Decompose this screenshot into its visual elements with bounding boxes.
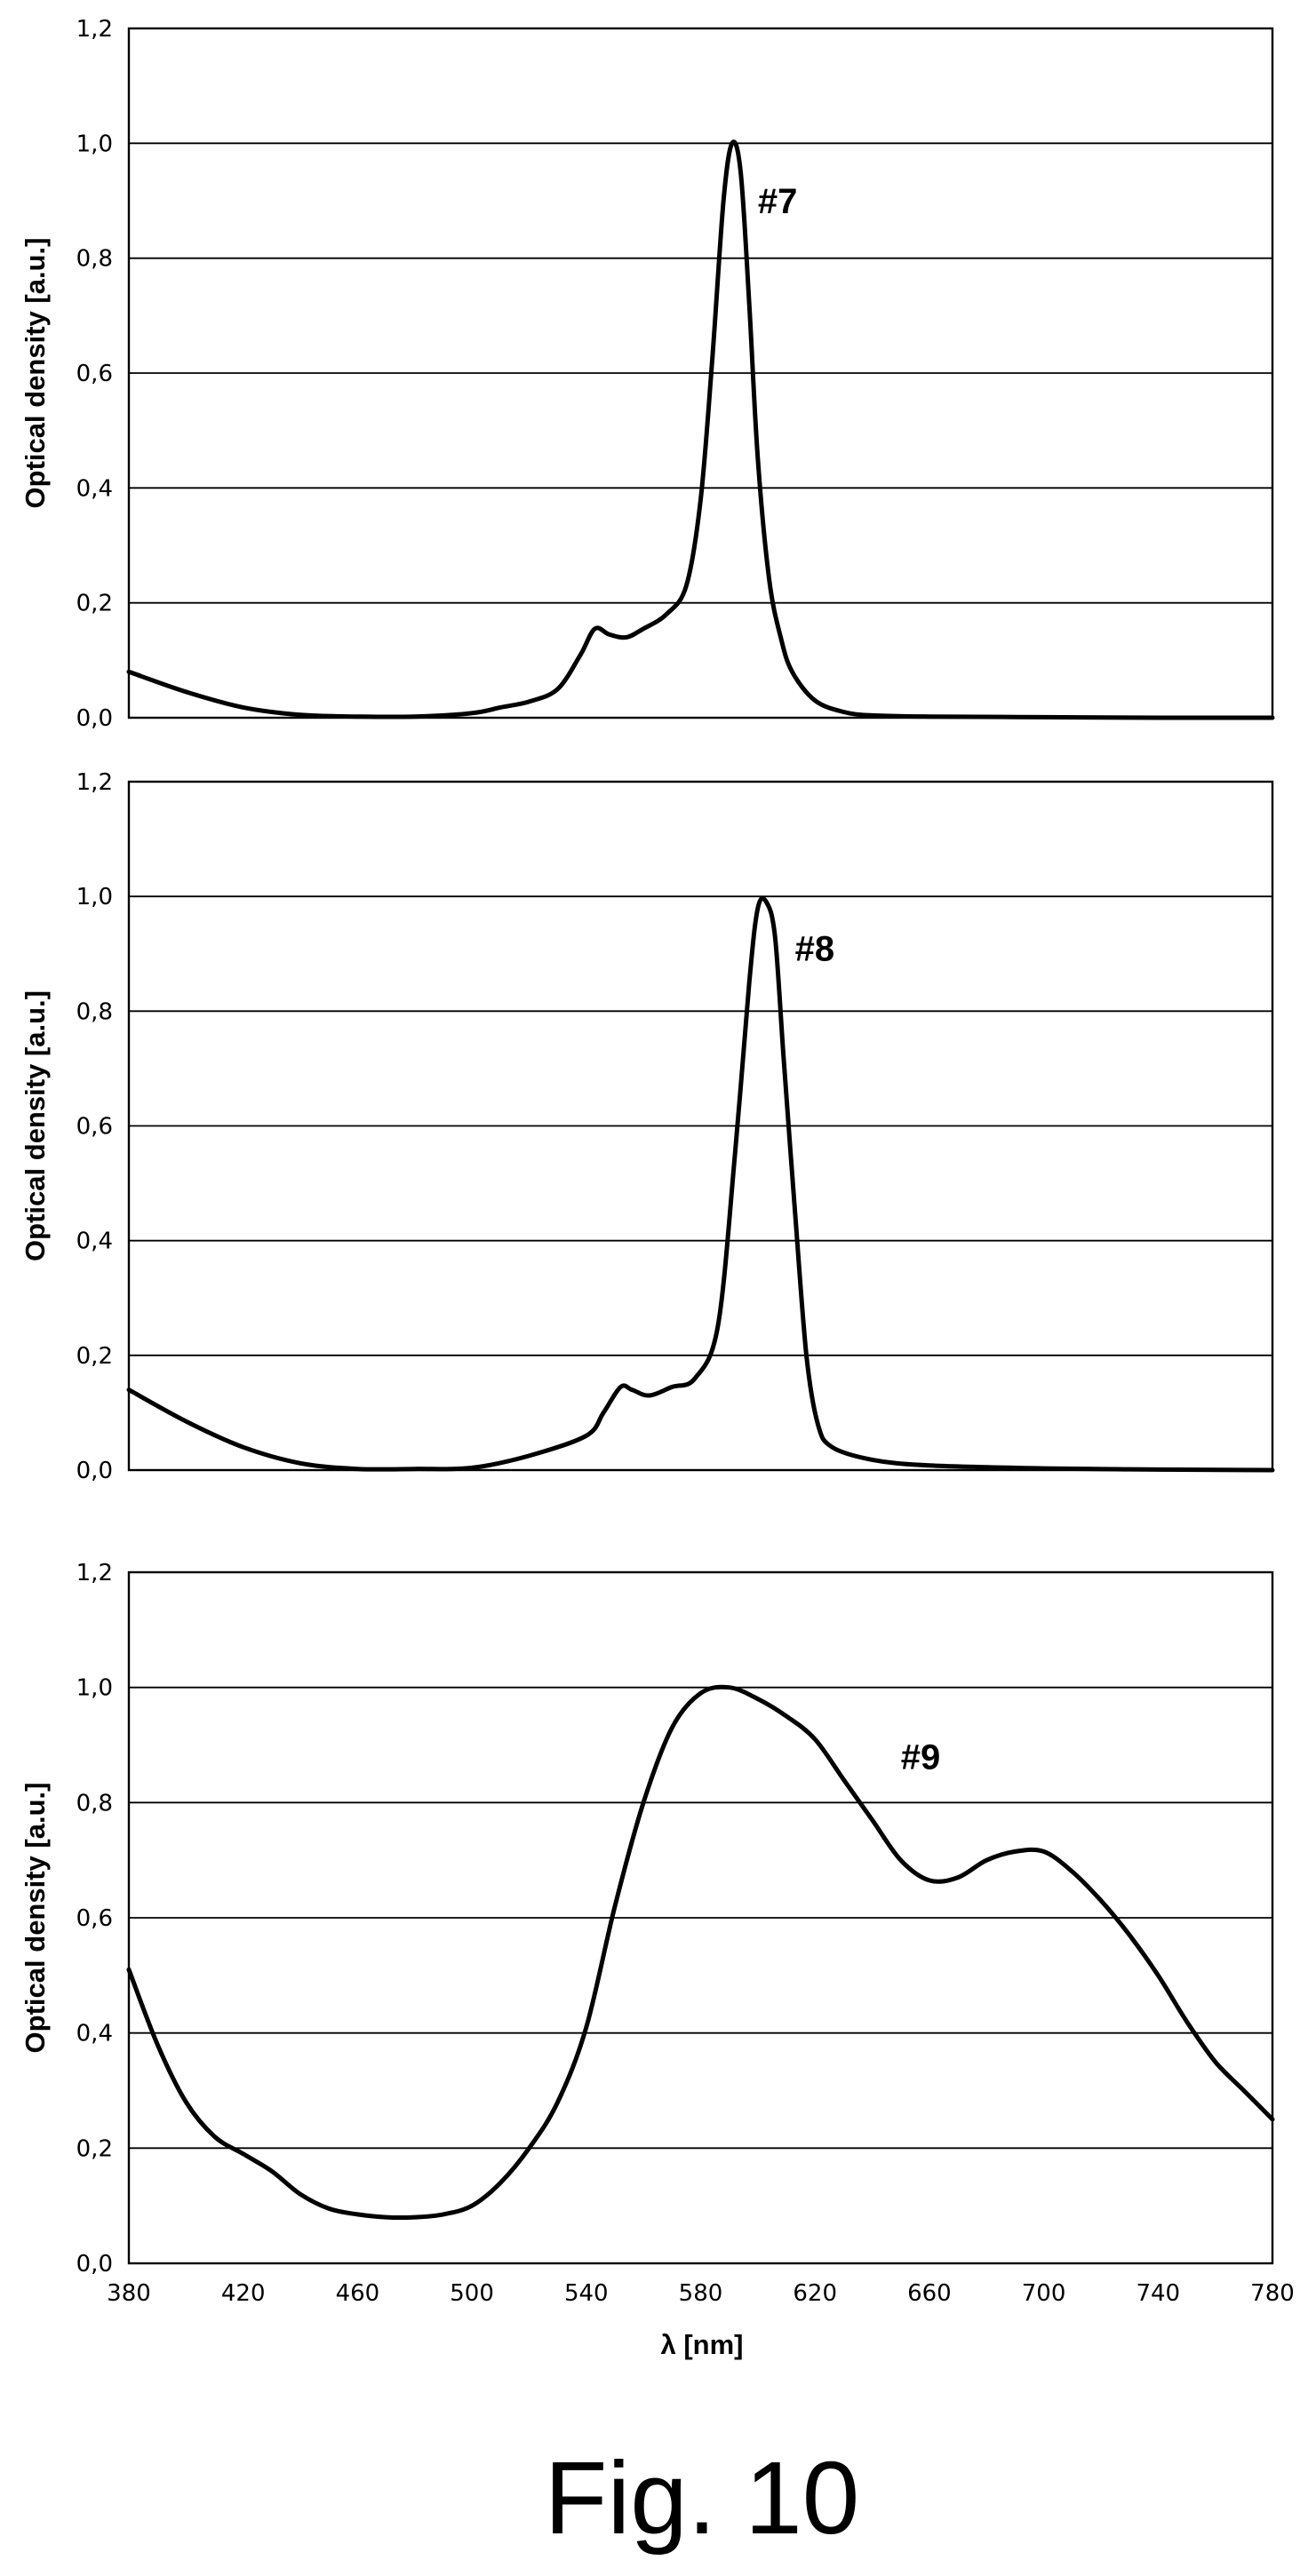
x-tick-label: 540 (564, 2280, 609, 2307)
y-tick-label: 0,2 (76, 2135, 113, 2162)
x-tick-label: 740 (1136, 2280, 1180, 2307)
y-tick-label: 0,8 (76, 998, 113, 1025)
y-axis-label: Optical density [a.u.] (20, 1783, 51, 2054)
y-tick-label: 0,4 (76, 475, 113, 502)
y-tick-label: 1,0 (76, 884, 113, 910)
series-line-sample-9 (126, 1684, 1275, 2221)
x-tick-label: 380 (107, 2280, 151, 2307)
y-tick-label: 0,0 (76, 1458, 113, 1484)
y-tick-label: 0,4 (76, 2021, 113, 2047)
series-line-sample-7 (126, 139, 1275, 720)
y-tick-label: 0,0 (76, 705, 113, 732)
y-tick-label: 0,8 (76, 1790, 113, 1817)
x-tick-label: 460 (336, 2280, 380, 2307)
x-tick-label: 420 (221, 2280, 266, 2307)
x-tick-label: 660 (907, 2280, 952, 2307)
x-tick-label: 780 (1250, 2280, 1295, 2307)
plot-frame (127, 27, 1274, 720)
series-label: #7 (758, 182, 798, 221)
x-axis-label: λ [nm] (661, 2329, 744, 2360)
x-tick-label: 500 (450, 2280, 494, 2307)
chart-panel-3: 0,0 0,2 0,4 0,6 0,8 1,0 1,2 380 420 460 500 540 580 6… (20, 1560, 1295, 2360)
y-tick-label: 1,0 (76, 1675, 113, 1702)
y-tick-label: 0,2 (76, 1343, 113, 1370)
y-tick-label: 1,2 (76, 16, 113, 43)
series-label: #9 (901, 1737, 941, 1777)
y-tick-label: 0,2 (76, 591, 113, 617)
x-tick-label: 700 (1022, 2280, 1066, 2307)
y-axis-label: Optical density [a.u.] (20, 990, 51, 1261)
y-tick-label: 0,0 (76, 2251, 113, 2278)
y-tick-label: 1,2 (76, 1560, 113, 1586)
y-axis-label: Optical density [a.u.] (20, 238, 51, 509)
chart-panel-1: 0,0 0,2 0,4 0,6 0,8 1,0 1,2 Optical density [a.… (20, 16, 1275, 732)
x-tick-label: 580 (679, 2280, 723, 2307)
y-tick-label: 0,6 (76, 1905, 113, 1932)
y-tick-label: 1,2 (76, 769, 113, 796)
series-line-sample-8 (126, 895, 1275, 1473)
chart-panel-2: 0,0 0,2 0,4 0,6 0,8 1,0 1,2 Optical density [a.… (20, 769, 1275, 1484)
series-label: #8 (795, 929, 835, 968)
plot-frame (127, 780, 1274, 1472)
y-tick-label: 0,8 (76, 246, 113, 273)
y-tick-label: 0,6 (76, 361, 113, 387)
x-tick-label: 620 (793, 2280, 837, 2307)
y-tick-label: 0,4 (76, 1228, 113, 1255)
y-tick-label: 1,0 (76, 131, 113, 157)
figure-caption: Fig. 10 (545, 2440, 860, 2556)
plot-frame (127, 1570, 1274, 2265)
y-tick-label: 0,6 (76, 1114, 113, 1141)
